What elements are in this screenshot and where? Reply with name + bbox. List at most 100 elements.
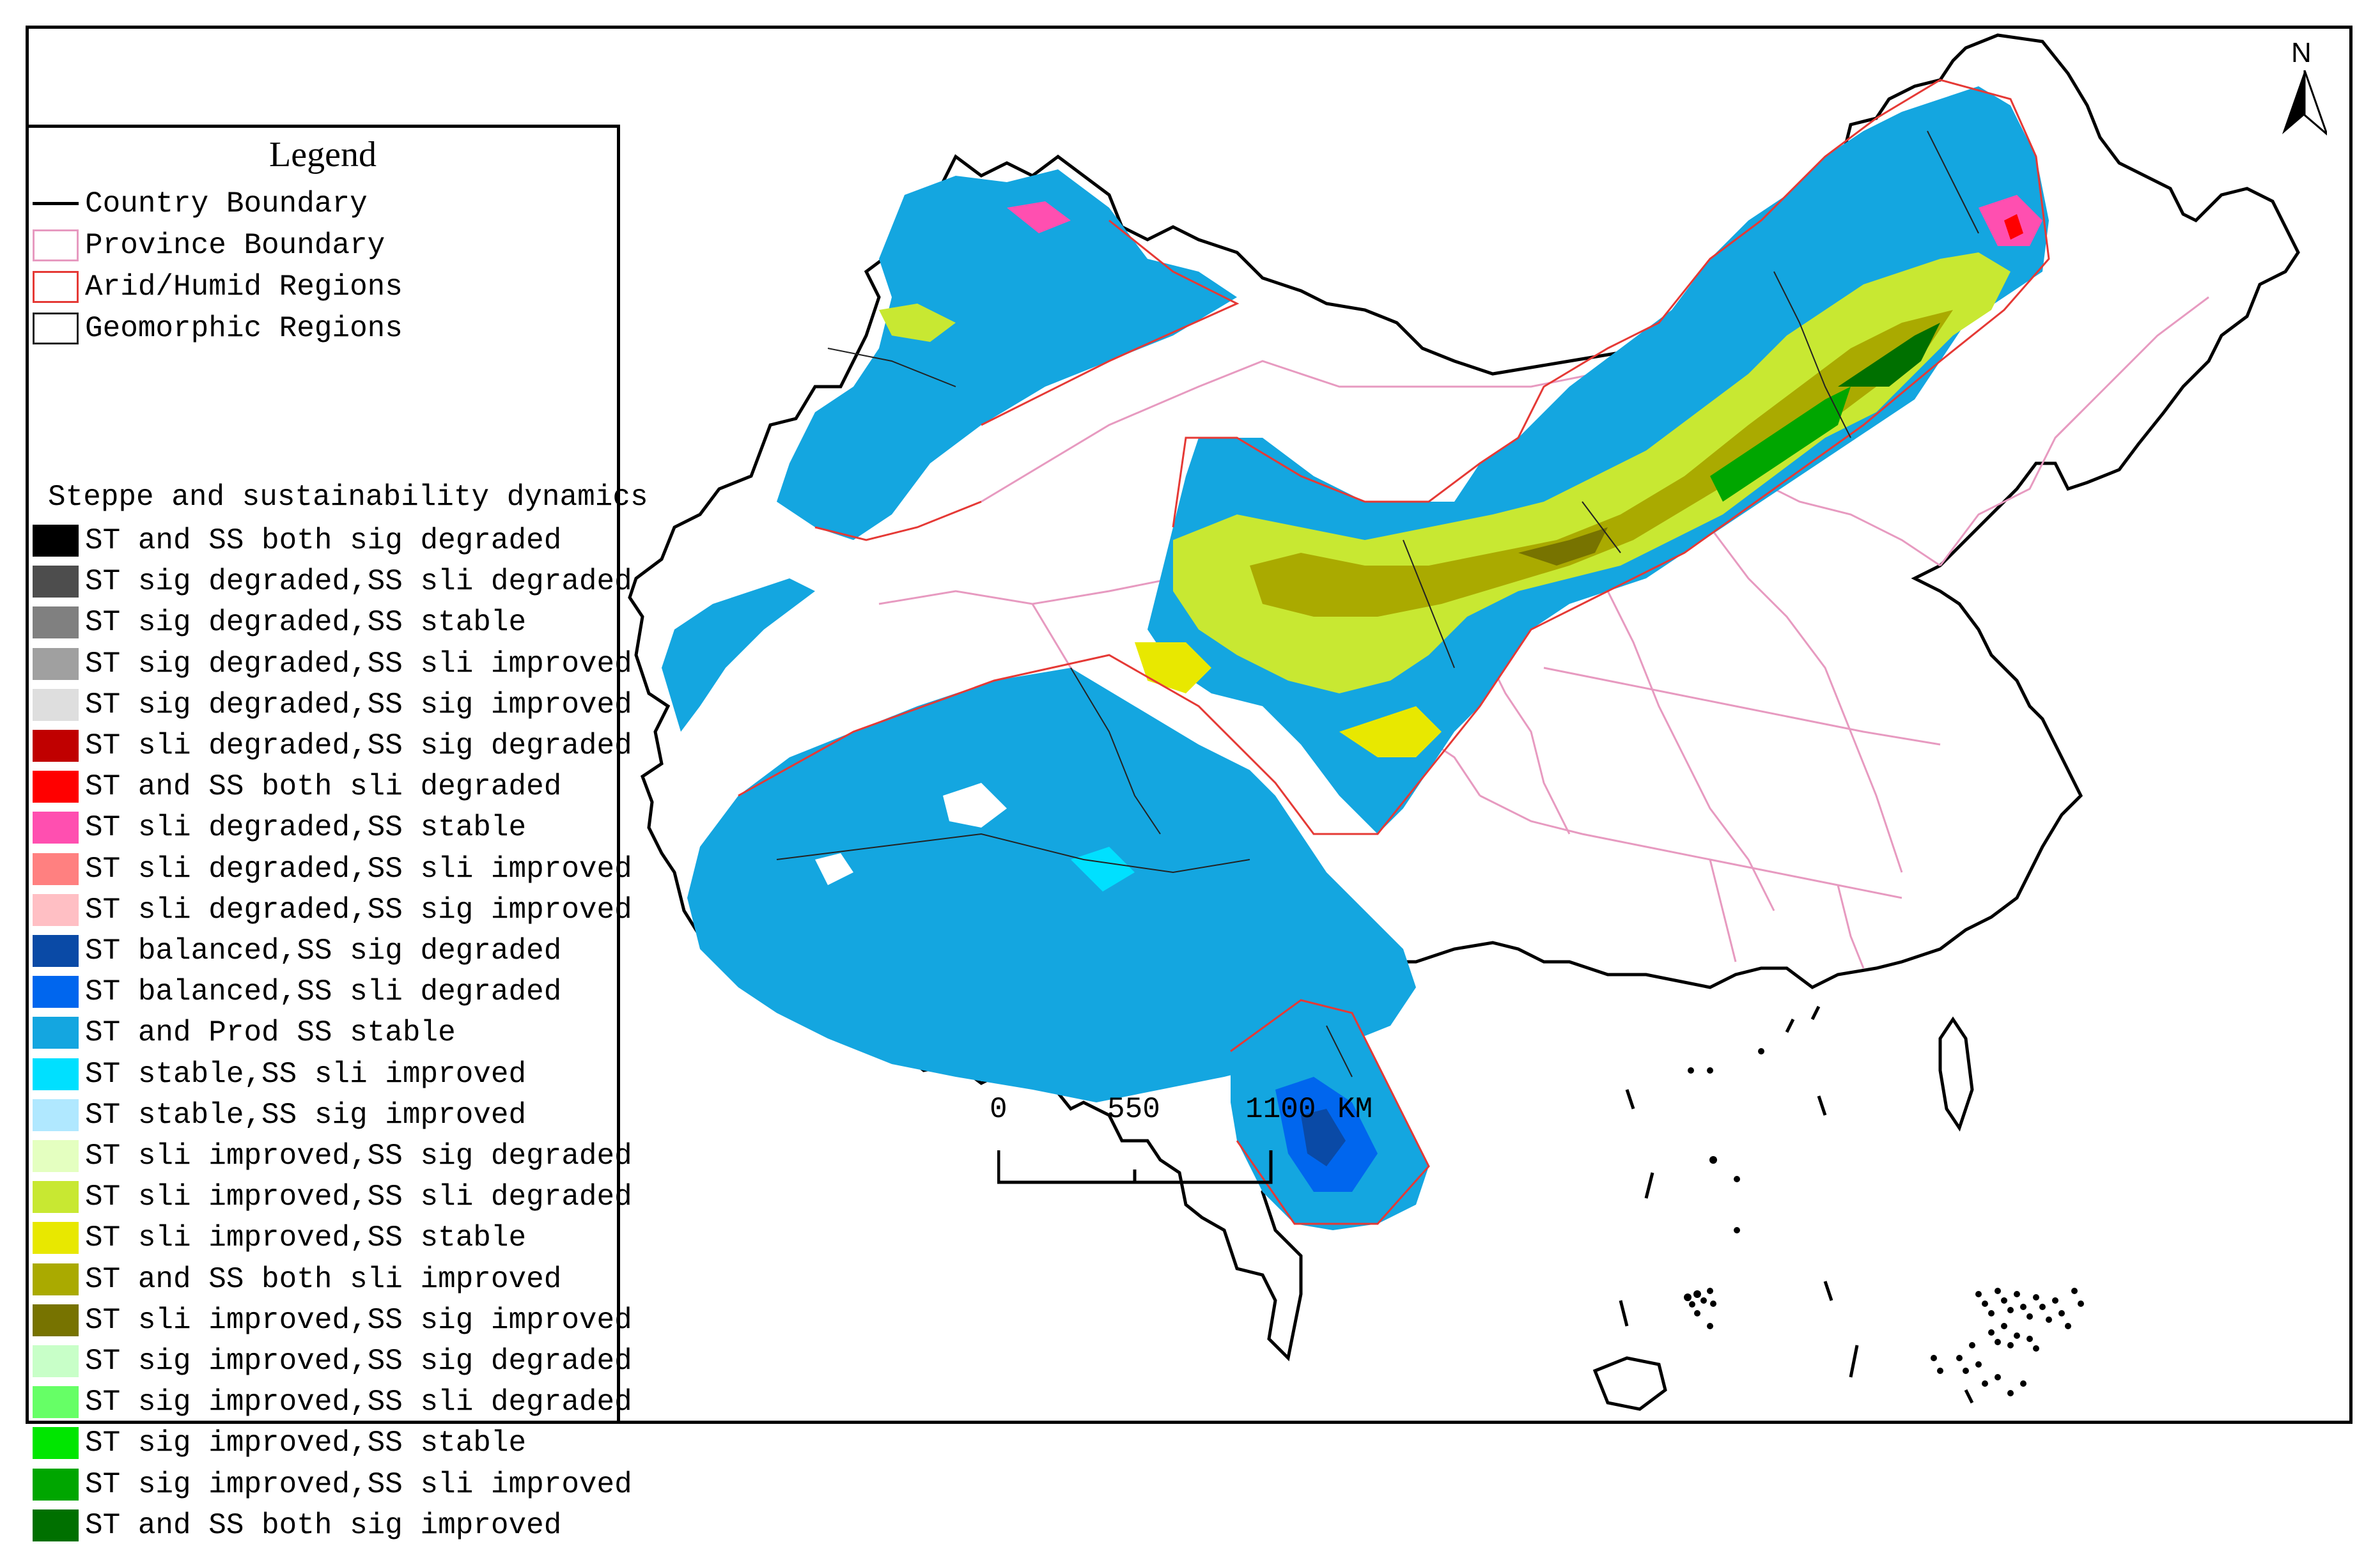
legend-swatch xyxy=(33,1181,79,1214)
legend-swatch xyxy=(33,1386,79,1419)
legend-class-label: ST and SS both sig improved xyxy=(85,1508,562,1542)
legend-class-item: ST sig improved,SS stable xyxy=(33,1424,526,1462)
legend-swatch xyxy=(33,1468,79,1501)
legend-class-item: ST and SS both sli degraded xyxy=(33,768,561,805)
legend-class-label: ST sli improved,SS sli degraded xyxy=(85,1180,632,1214)
legend-boundary-symbol xyxy=(33,271,79,303)
legend-swatch xyxy=(33,893,79,926)
china-steppe-map xyxy=(628,33,2300,1411)
geomorphic-regions xyxy=(776,130,1979,1077)
legend-swatch xyxy=(33,730,79,762)
legend-swatch xyxy=(33,1263,79,1295)
legend-class-item: ST sli improved,SS sig degraded xyxy=(33,1138,632,1175)
north-label: N xyxy=(2291,37,2312,68)
legend-boundary-label: Arid/Humid Regions xyxy=(85,270,403,304)
scale-bar-line xyxy=(997,1150,1273,1184)
legend-swatch xyxy=(33,935,79,967)
legend-class-label: ST sli degraded,SS sig degraded xyxy=(85,729,632,762)
taiwan-island xyxy=(1938,1016,1974,1132)
legend-class-label: ST sli degraded,SS stable xyxy=(85,811,527,845)
legend-class-item: ST sig degraded,SS sig improved xyxy=(33,686,632,723)
legend-class-item: ST stable,SS sig improved xyxy=(33,1097,526,1134)
legend: Legend Country Boundary Province Boundary… xyxy=(26,125,648,1542)
legend-swatch xyxy=(33,688,79,721)
legend-class-label: ST balanced,SS sli degraded xyxy=(85,975,562,1009)
nine-dash-line xyxy=(1619,1005,1974,1404)
legend-dynamics-title: Steppe and sustainability dynamics xyxy=(48,481,648,514)
legend-class-label: ST sig degraded,SS stable xyxy=(85,606,527,640)
legend-swatch xyxy=(33,525,79,557)
legend-swatch xyxy=(33,1509,79,1541)
legend-class-label: ST sig improved,SS sli improved xyxy=(85,1467,632,1501)
legend-boundary-symbol xyxy=(33,188,79,220)
legend-swatch xyxy=(33,976,79,1008)
legend-class-item: ST sig improved,SS sli improved xyxy=(33,1466,632,1503)
legend-class-item: ST balanced,SS sig degraded xyxy=(33,932,561,969)
legend-class-label: ST stable,SS sig improved xyxy=(85,1098,527,1132)
legend-class-label: ST sli degraded,SS sig improved xyxy=(85,893,632,927)
legend-class-label: ST stable,SS sli improved xyxy=(85,1057,527,1091)
legend-class-label: ST sli degraded,SS sli improved xyxy=(85,852,632,886)
legend-boundary-label: Geomorphic Regions xyxy=(85,312,403,345)
hainan-island xyxy=(1592,1356,1667,1411)
legend-class-item: ST sli degraded,SS sig improved xyxy=(33,892,632,929)
legend-class-label: ST sig degraded,SS sig improved xyxy=(85,688,632,722)
legend-class-item: ST sig degraded,SS sli improved xyxy=(33,645,632,683)
north-arrow-icon xyxy=(2282,70,2327,135)
arid-humid-regions xyxy=(738,79,2050,1225)
steppe-data-area xyxy=(662,86,2049,1230)
legend-swatch xyxy=(33,1099,79,1131)
legend-class-item: ST and SS both sig degraded xyxy=(33,522,561,559)
legend-class-label: ST sig improved,SS sli degraded xyxy=(85,1386,632,1419)
legend-boundary-item: Province Boundary xyxy=(33,227,385,264)
legend-swatch xyxy=(33,812,79,844)
legend-class-item: ST sli improved,SS sig improved xyxy=(33,1302,632,1339)
legend-swatch xyxy=(33,1345,79,1377)
scale-tick-550: 550 xyxy=(1107,1093,1160,1126)
legend-title: Legend xyxy=(269,135,377,174)
legend-boundary-label: Province Boundary xyxy=(85,229,385,262)
legend-swatch xyxy=(33,1222,79,1254)
legend-swatch xyxy=(33,1017,79,1049)
legend-class-item: ST balanced,SS sli degraded xyxy=(33,973,561,1010)
legend-class-item: ST sli improved,SS sli degraded xyxy=(33,1178,632,1216)
legend-class-item: ST sli degraded,SS sig degraded xyxy=(33,727,632,764)
legend-class-item: ST sig degraded,SS sli degraded xyxy=(33,563,632,600)
scale-tick-1100: 1100 xyxy=(1245,1093,1316,1126)
legend-swatch xyxy=(33,647,79,680)
legend-class-label: ST sig improved,SS sig degraded xyxy=(85,1345,632,1378)
south-sea-islands xyxy=(1684,1048,2084,1396)
legend-class-label: ST sli improved,SS stable xyxy=(85,1221,527,1255)
legend-class-item: ST and Prod SS stable xyxy=(33,1014,456,1051)
legend-swatch xyxy=(33,1427,79,1460)
legend-boundary-item: Country Boundary xyxy=(33,185,368,222)
legend-class-label: ST sli improved,SS sig improved xyxy=(85,1303,632,1337)
legend-swatch xyxy=(33,853,79,885)
legend-swatch xyxy=(33,771,79,803)
legend-class-item: ST sig improved,SS sli degraded xyxy=(33,1384,632,1421)
legend-class-label: ST and SS both sli degraded xyxy=(85,770,562,804)
legend-boundary-symbol xyxy=(33,313,79,344)
legend-class-label: ST and SS both sli improved xyxy=(85,1262,562,1296)
legend-class-label: ST and SS both sig degraded xyxy=(85,524,562,557)
legend-swatch xyxy=(33,566,79,598)
legend-boundary-item: Arid/Humid Regions xyxy=(33,268,403,305)
scale-tick-0: 0 xyxy=(990,1093,1007,1126)
scale-unit: KM xyxy=(1337,1093,1373,1126)
legend-class-label: ST sli improved,SS sig degraded xyxy=(85,1139,632,1173)
legend-class-label: ST sig improved,SS stable xyxy=(85,1426,527,1460)
legend-swatch xyxy=(33,1140,79,1172)
legend-swatch xyxy=(33,606,79,639)
legend-class-label: ST balanced,SS sig degraded xyxy=(85,934,562,968)
legend-boundary-symbol xyxy=(33,229,79,261)
legend-class-label: ST sig degraded,SS sli degraded xyxy=(85,565,632,599)
legend-class-item: ST and SS both sig improved xyxy=(33,1507,561,1544)
legend-class-item: ST sli degraded,SS sli improved xyxy=(33,851,632,888)
legend-class-item: ST sig improved,SS sig degraded xyxy=(33,1343,632,1380)
legend-boundary-item: Geomorphic Regions xyxy=(33,310,403,347)
legend-class-item: ST and SS both sli improved xyxy=(33,1261,561,1298)
legend-swatch xyxy=(33,1304,79,1336)
legend-class-item: ST sli improved,SS stable xyxy=(33,1219,526,1256)
legend-class-label: ST sig degraded,SS sli improved xyxy=(85,647,632,681)
legend-class-label: ST and Prod SS stable xyxy=(85,1016,456,1050)
